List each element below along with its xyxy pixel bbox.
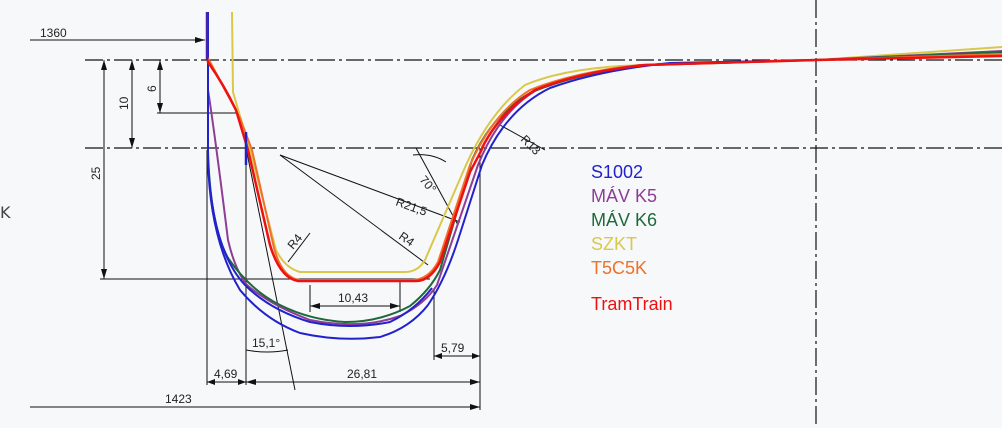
dim-26-81-label: 26,81: [347, 367, 377, 381]
legend-item-mav-k5: MÁV K5: [591, 186, 657, 206]
legend-item-mav-k6: MÁV K6: [591, 210, 657, 230]
dim-25-label: 25: [89, 166, 103, 180]
dim-10-43-label: 10,43: [338, 291, 368, 305]
radius-r4-left-label: R4: [285, 231, 306, 252]
dim-1423-label: 1423: [165, 392, 192, 406]
dim-15-1-label: 15,1°: [252, 336, 280, 350]
dim-1423-arrow: [470, 404, 480, 410]
radius-r21-5-leader: [279, 154, 461, 223]
dim-1360-arrow: [195, 37, 205, 43]
dim-6-arrow-top: [157, 60, 163, 70]
dim-5-79-arrow-right: [472, 353, 480, 359]
angle-15-1-ray: [245, 147, 296, 391]
dim-10-43-arrow-left: [310, 303, 320, 309]
radius-r13-label: R13: [518, 132, 544, 158]
legend-item-szkt: SZKT: [591, 234, 637, 254]
legend-item-tramtrain: TramTrain: [591, 294, 673, 314]
dim-10-label: 10: [117, 96, 131, 110]
legend: S1002 MÁV K5 MÁV K6 SZKT T5C5K TramTrain: [591, 162, 673, 314]
angle-70-arc: [412, 154, 447, 163]
dim-1360-label: 1360: [40, 26, 67, 40]
angle-70-label: 70°: [417, 173, 440, 196]
radius-r4-right-leader: [279, 154, 429, 266]
dim-4-69-arrow-left: [207, 379, 215, 385]
dim-25-arrow-top: [101, 60, 107, 70]
dim-5-79-label: 5,79: [441, 341, 465, 355]
dim-5-79-arrow-left: [434, 353, 442, 359]
dim-25-arrow-bottom: [101, 269, 107, 279]
radius-r21-5-label: R21,5: [394, 195, 429, 219]
profile-s1002: [207, 12, 1002, 340]
radius-r4-left-leader: [287, 232, 311, 263]
dim-10-arrow-bottom: [129, 138, 135, 148]
radius-r13-leader: [499, 124, 546, 151]
dim-6-label: 6: [145, 85, 159, 92]
dim-6-arrow-bottom: [157, 103, 163, 113]
dim-26-81-arrow-right: [470, 379, 480, 385]
profile-t5c5k: [207, 53, 1002, 281]
angle-70-ray: [415, 147, 459, 226]
dim-4-69-arrow-right: [238, 379, 246, 385]
dim-4-69-label: 4,69: [214, 367, 238, 381]
edge-letter: K: [0, 203, 11, 222]
dim-26-81-arrow-left: [246, 379, 256, 385]
radius-r4-right-label: R4: [396, 229, 417, 249]
legend-item-s1002: S1002: [591, 162, 643, 182]
legend-item-t5c5k: T5C5K: [591, 258, 647, 278]
dim-10-43-arrow-right: [390, 303, 400, 309]
profile-szkt: [231, 11, 1002, 273]
profile-s1002-inner: [207, 159, 433, 327]
angle-15-1-arc: [245, 349, 289, 353]
dim-10-arrow-top: [129, 60, 135, 70]
